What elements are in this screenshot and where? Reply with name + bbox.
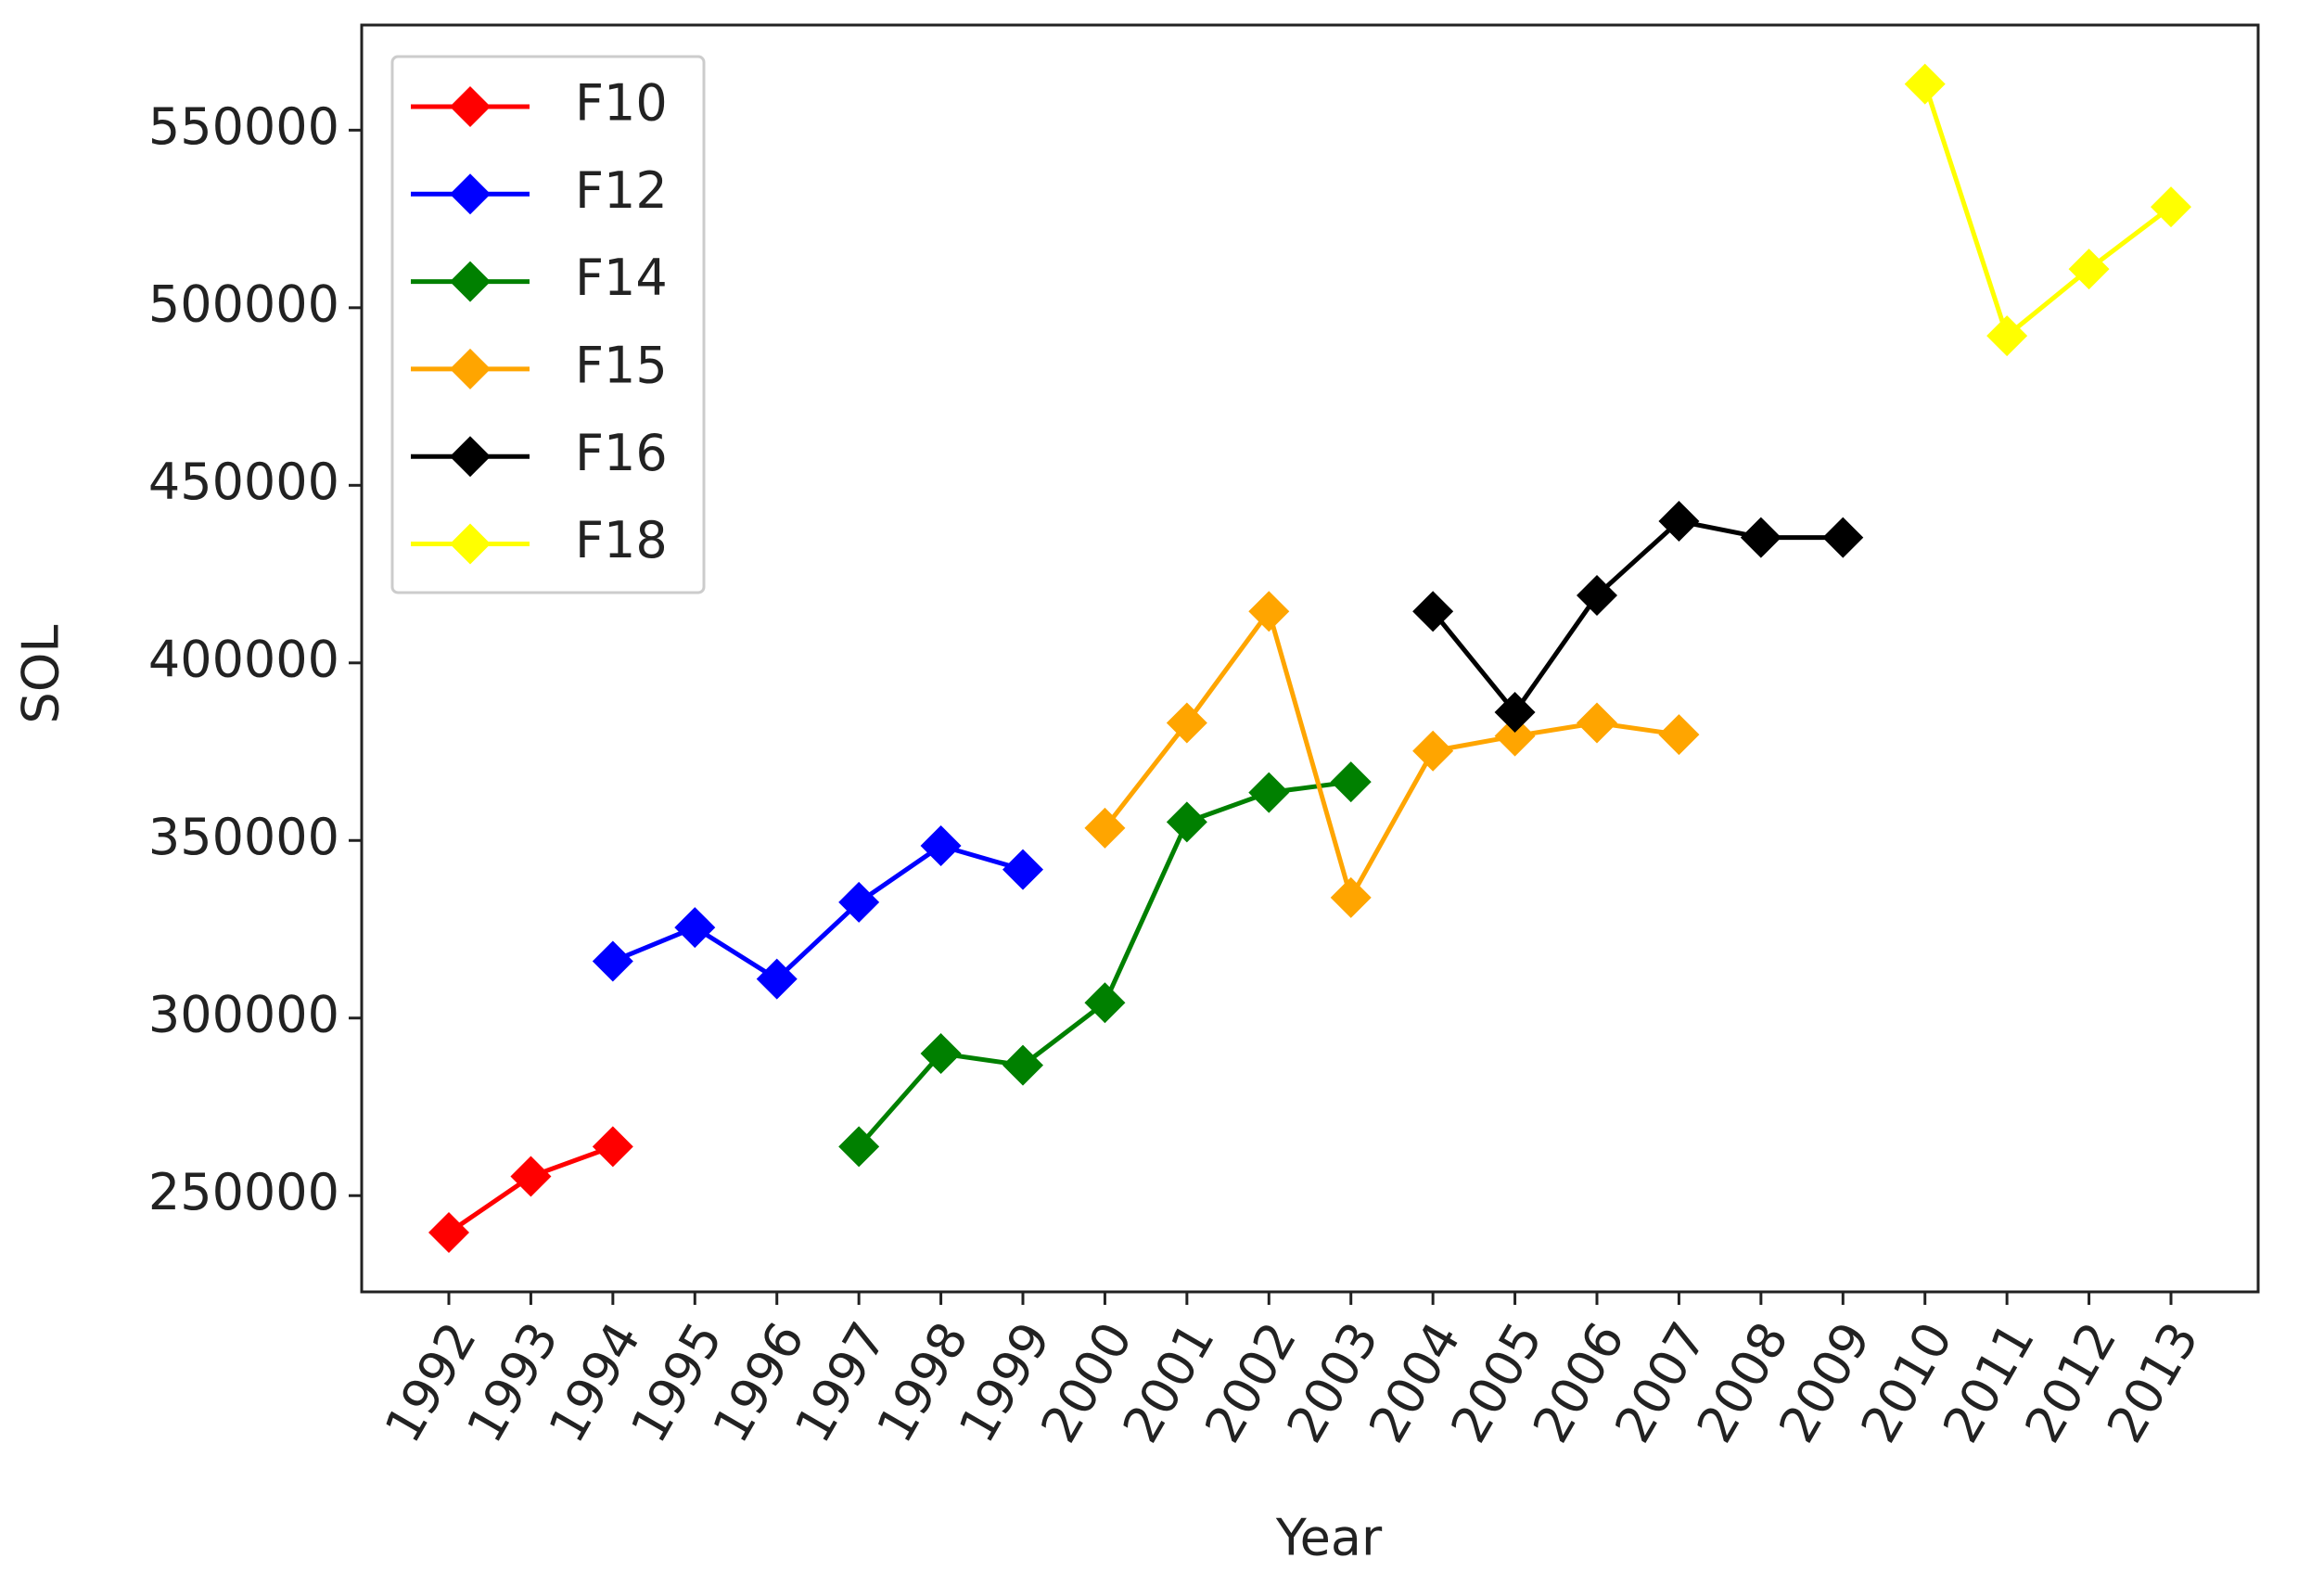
point-marker: [1084, 807, 1126, 849]
point-marker: [1494, 715, 1536, 757]
y-tick-label: 400000: [148, 630, 339, 688]
y-tick-label: 300000: [148, 985, 339, 1043]
point-marker: [838, 881, 880, 923]
point-marker: [1658, 714, 1700, 756]
y-tick-label: 350000: [148, 808, 339, 866]
point-marker: [1002, 849, 1043, 890]
y-tick-label: 450000: [148, 453, 339, 511]
point-marker: [1084, 982, 1126, 1024]
legend-label: F16: [575, 424, 668, 482]
legend-marker: [450, 348, 491, 390]
point-marker: [2151, 186, 2191, 228]
point-marker: [1166, 702, 1207, 744]
point-marker: [1986, 315, 2028, 357]
legend-marker: [450, 523, 491, 565]
series-line: [1922, 83, 2173, 339]
y-tick-label: 500000: [148, 275, 339, 333]
legend-marker: [450, 436, 491, 478]
point-marker: [1412, 730, 1454, 772]
point-marker: [592, 1126, 633, 1168]
legend-label: F10: [575, 74, 668, 133]
point-marker: [1330, 876, 1372, 918]
point-marker: [1822, 517, 1864, 558]
point-marker: [1658, 500, 1700, 542]
legend-marker: [450, 173, 491, 215]
point-marker: [838, 1126, 880, 1168]
series-line: [1103, 608, 1679, 901]
legend-label: F15: [575, 337, 668, 395]
legend-label: F18: [575, 511, 668, 569]
point-marker: [1248, 772, 1290, 813]
point-marker: [920, 1033, 962, 1075]
point-marker: [1166, 801, 1207, 843]
point-marker: [756, 958, 798, 1000]
point-marker: [1577, 702, 1617, 744]
point-marker: [1494, 692, 1536, 734]
point-marker: [674, 907, 716, 949]
point-marker: [1740, 517, 1781, 558]
point-marker: [920, 825, 962, 867]
y-tick-label: 250000: [148, 1163, 339, 1221]
point-marker: [592, 940, 633, 982]
legend-marker: [450, 261, 491, 302]
point-marker: [1330, 761, 1372, 803]
series-line: [1431, 518, 1844, 715]
legend-label: F12: [575, 161, 668, 220]
legend-label: F14: [575, 249, 668, 307]
point-marker: [1002, 1044, 1043, 1086]
point-marker: [2068, 249, 2110, 290]
point-marker: [1248, 591, 1290, 632]
point-marker: [510, 1156, 552, 1197]
series-line: [611, 843, 1024, 982]
y-tick-label: 550000: [148, 97, 339, 156]
point-marker: [1412, 591, 1454, 632]
y-axis-label: SOL: [12, 625, 70, 724]
point-marker: [428, 1212, 469, 1254]
legend-marker: [450, 86, 491, 127]
point-marker: [1577, 575, 1617, 617]
point-marker: [1904, 63, 1946, 105]
plot-frame: [360, 23, 2260, 1294]
x-axis-label: Year: [1275, 1509, 1383, 1567]
